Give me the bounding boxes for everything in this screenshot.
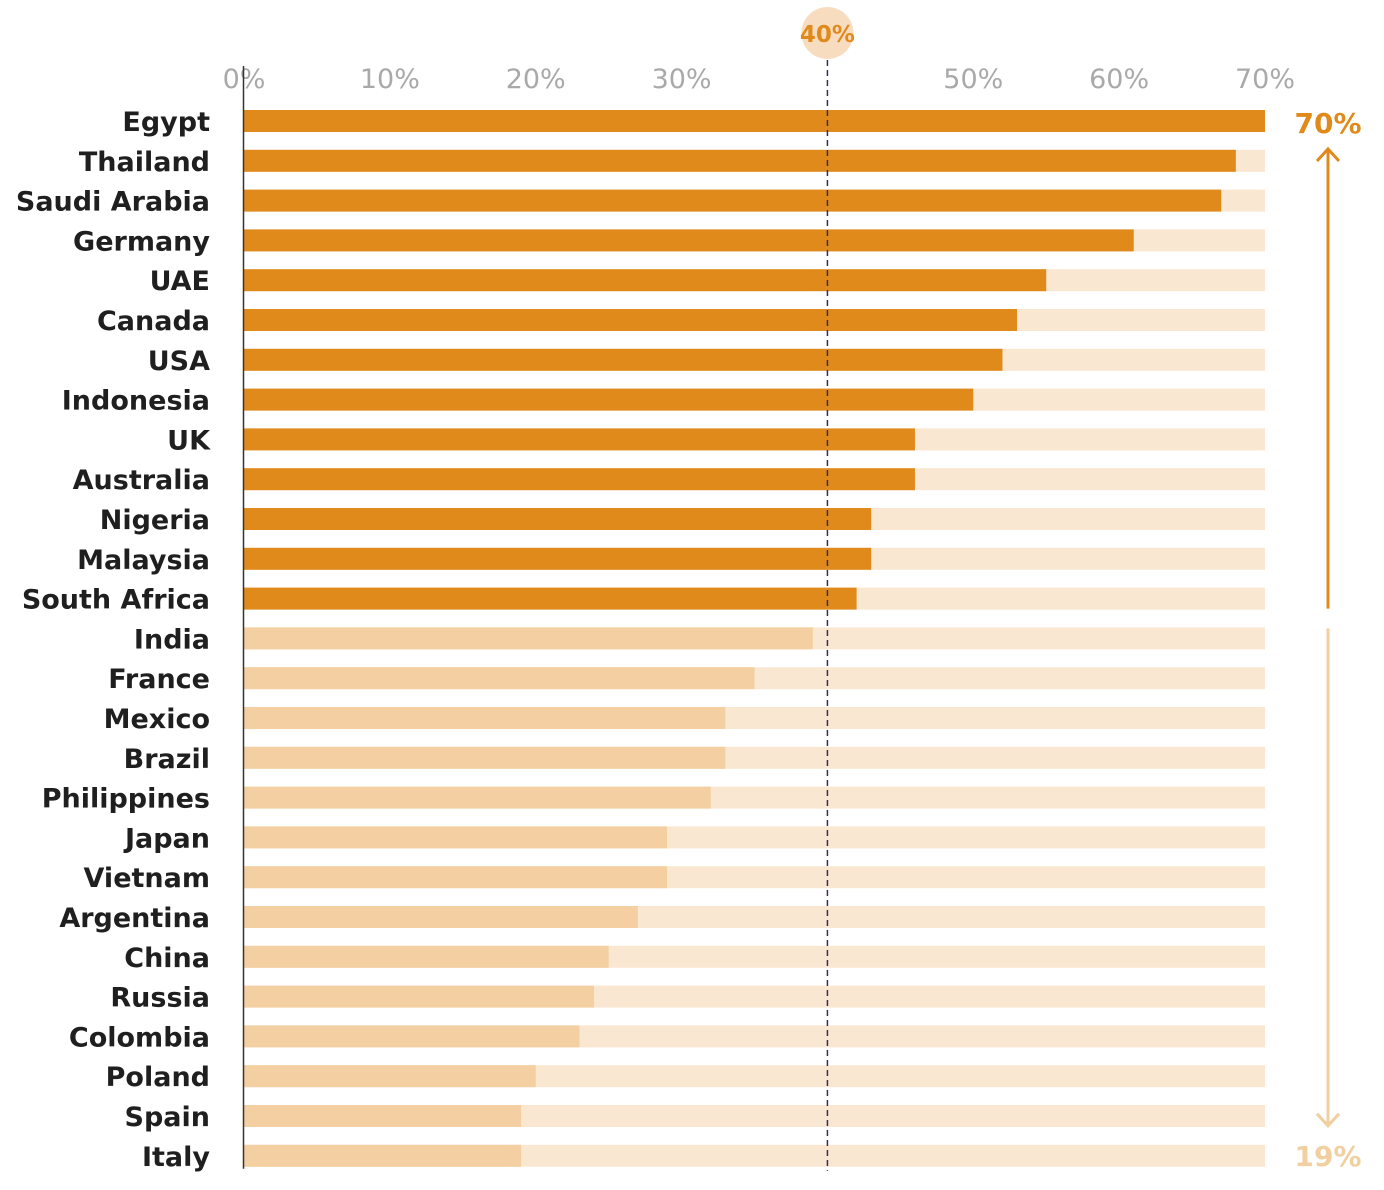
bar: [244, 309, 1018, 331]
bar: [244, 229, 1134, 252]
bar: [244, 627, 813, 650]
reference-line-label: 40%: [800, 22, 855, 48]
bar: [244, 826, 667, 849]
bar: [244, 667, 755, 690]
category-label: USA: [148, 346, 210, 377]
category-label: Thailand: [79, 147, 210, 178]
category-label: South Africa: [22, 585, 210, 616]
category-label: Argentina: [59, 903, 210, 934]
category-label: Japan: [123, 823, 210, 854]
bar: [244, 1105, 522, 1127]
bar: [244, 1144, 522, 1167]
bar: [244, 508, 872, 530]
x-axis-ticks: 0% 10% 20% 30% 50% 60% 70%: [223, 64, 1295, 95]
bar: [244, 746, 726, 769]
bar: [244, 468, 915, 491]
category-label: China: [124, 943, 210, 974]
category-label: Indonesia: [62, 386, 210, 417]
category-label: Egypt: [122, 107, 210, 138]
bar: [244, 945, 609, 968]
category-label: Malaysia: [77, 545, 210, 576]
category-label: Poland: [106, 1062, 210, 1093]
category-label: Russia: [110, 983, 210, 1014]
range-min-label: 19%: [1294, 1140, 1361, 1173]
category-label: Colombia: [69, 1022, 210, 1053]
category-label: Brazil: [124, 744, 210, 775]
category-label: Vietnam: [84, 863, 210, 894]
x-tick-label: 30%: [652, 64, 712, 95]
bar: [244, 1065, 536, 1088]
bar: [244, 866, 667, 889]
category-label: Australia: [73, 465, 210, 496]
bar: [244, 388, 974, 411]
bar: [244, 906, 638, 928]
x-tick-label: 70%: [1235, 64, 1295, 95]
bars: [244, 110, 1265, 1167]
category-label: Saudi Arabia: [16, 187, 210, 218]
x-tick-label: 50%: [943, 64, 1003, 95]
bar: [244, 985, 595, 1008]
reference-line-group: 40%: [800, 7, 855, 1171]
bar: [244, 547, 872, 570]
category-label: Italy: [142, 1142, 210, 1173]
category-label: UAE: [150, 266, 210, 297]
category-label: Spain: [125, 1102, 210, 1133]
bar: [244, 428, 915, 451]
range-max-label: 70%: [1294, 107, 1361, 140]
category-label: India: [134, 624, 210, 655]
reference-badge: [801, 7, 854, 59]
up-arrow-icon: [1315, 146, 1341, 163]
category-label: Philippines: [42, 784, 210, 815]
x-tick-label: 60%: [1089, 64, 1149, 95]
bar: [244, 707, 726, 729]
category-label: Canada: [97, 306, 210, 337]
category-label: UK: [167, 425, 211, 456]
category-label: France: [108, 664, 210, 695]
bar: [244, 348, 1003, 371]
bar: [244, 587, 857, 610]
range-indicator: 70% 19%: [1294, 107, 1361, 1173]
x-tick-label: 20%: [506, 64, 566, 95]
down-arrow-icon: [1315, 1112, 1341, 1129]
category-labels: Egypt Thailand Saudi Arabia Germany UAE Canad…: [16, 107, 211, 1173]
bar: [244, 189, 1222, 212]
bar: [244, 786, 711, 809]
category-label: Mexico: [104, 704, 210, 735]
x-tick-label: 10%: [360, 64, 420, 95]
category-label: Nigeria: [100, 505, 210, 536]
bar: [244, 269, 1047, 292]
bar: [244, 110, 1265, 132]
category-label: Germany: [73, 226, 210, 257]
bar: [244, 1025, 580, 1048]
bar: [244, 149, 1236, 172]
